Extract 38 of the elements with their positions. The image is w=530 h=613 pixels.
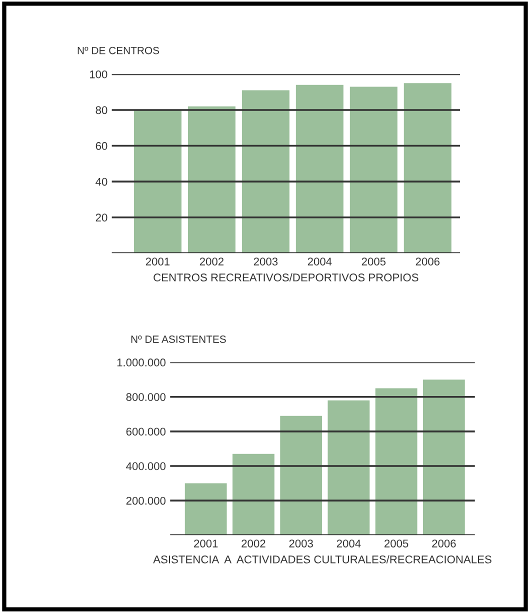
x-tick-label: 2006 [432, 540, 456, 548]
bar [134, 110, 182, 254]
y-tick-label: 20 [96, 214, 108, 222]
y-tick-label: 200.000 [126, 496, 166, 505]
x-tick-label: 2004 [336, 540, 361, 548]
bar [184, 483, 227, 536]
x-tick-label: 2004 [308, 258, 332, 266]
bar [375, 388, 418, 536]
y-tick-label: 400.000 [126, 462, 166, 470]
x-tick-label: 2001 [194, 540, 218, 548]
y-tick-label: 1.000.000 [117, 358, 166, 366]
bar [422, 380, 465, 536]
bar [296, 84, 344, 254]
x-tick-label: 2005 [384, 540, 408, 548]
x-axis-title: ASISTENCIA A ACTIVIDADES CULTURALES/RECREACIONALES [153, 555, 492, 564]
bar [350, 86, 398, 254]
x-tick-label: 2005 [362, 258, 386, 266]
x-tick-label: 2002 [200, 258, 224, 266]
bar [188, 106, 236, 254]
y-tick-label: 800.000 [126, 393, 166, 401]
y-axis-title: Nº DE ASISTENTES [131, 336, 226, 343]
bar [232, 454, 274, 536]
x-tick-label: 2006 [416, 258, 440, 266]
x-axis-title: CENTROS RECREATIVOS/DEPORTIVOS PROPIOS [154, 273, 418, 282]
x-tick-label: 2001 [146, 258, 170, 266]
y-tick-label: 100 [90, 70, 108, 78]
x-tick-label: 2003 [254, 258, 278, 266]
y-axis-title: Nº DE CENTROS [78, 46, 160, 54]
y-tick-label: 80 [96, 106, 108, 114]
bar [404, 83, 452, 254]
bar [280, 416, 322, 536]
bar [328, 400, 370, 536]
x-tick-label: 2002 [242, 540, 266, 548]
x-tick-label: 2003 [289, 540, 313, 548]
bar [242, 90, 290, 254]
y-tick-label: 600.000 [126, 428, 166, 436]
y-tick-label: 60 [96, 142, 108, 150]
y-tick-label: 40 [96, 178, 108, 186]
